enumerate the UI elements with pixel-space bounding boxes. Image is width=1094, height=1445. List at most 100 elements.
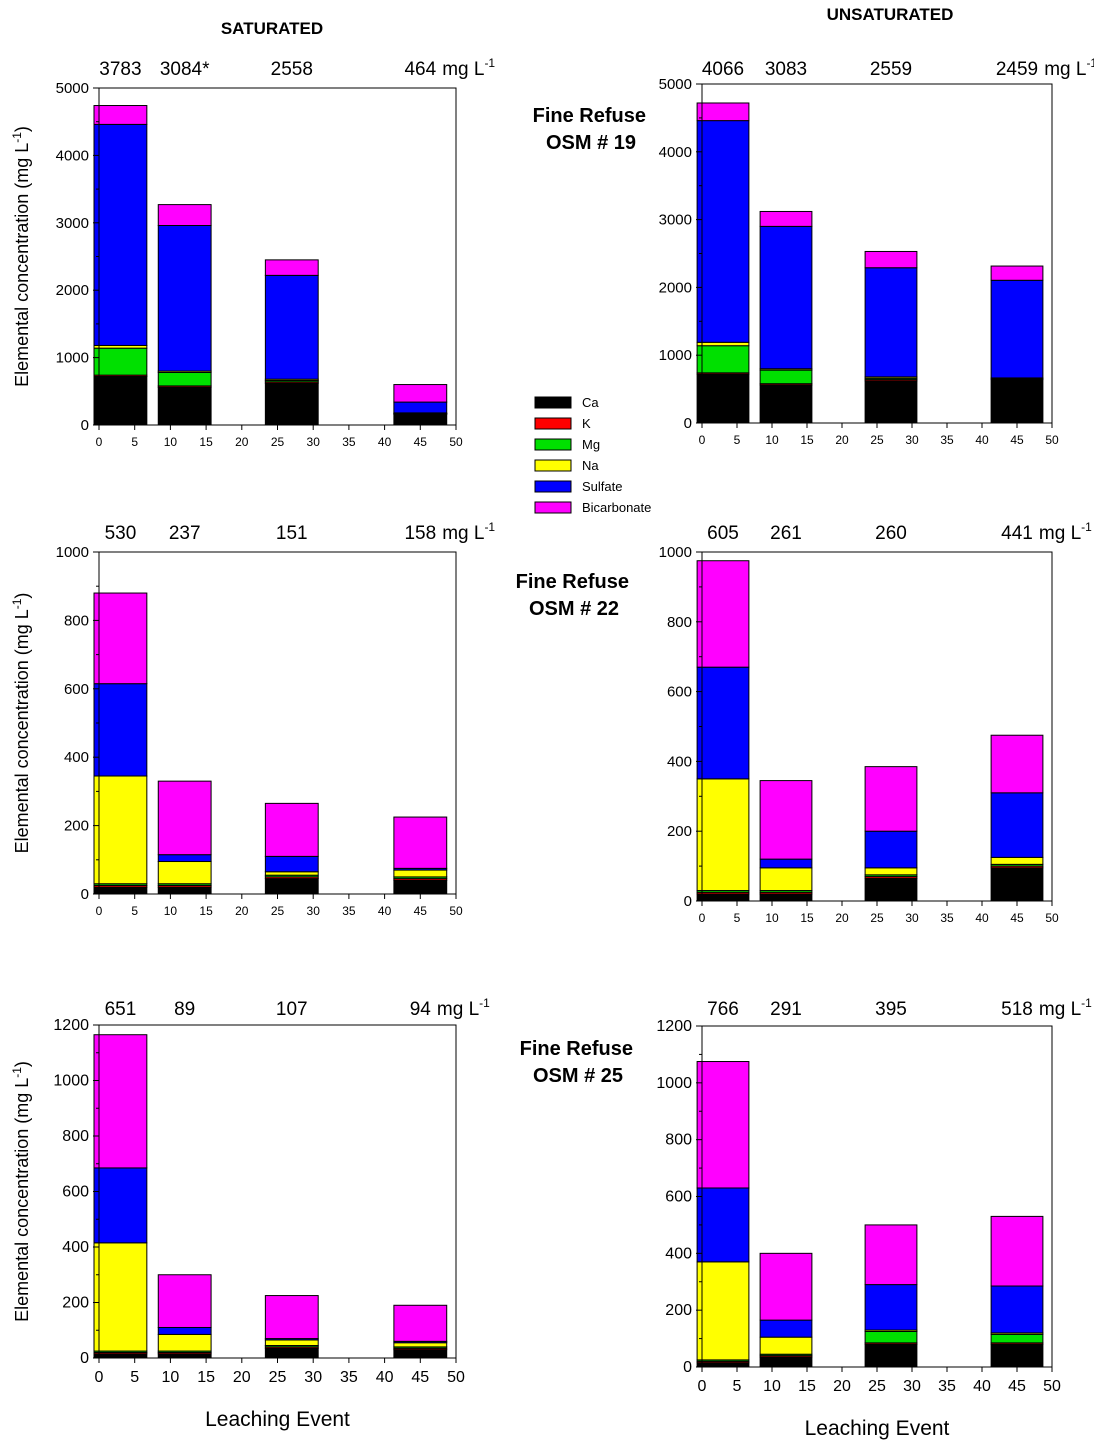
unit-superscript: -1: [484, 56, 495, 70]
bar-segment-na: [393, 869, 448, 878]
y-tick-label: 200: [64, 818, 89, 835]
x-tick-label: 30: [903, 1378, 921, 1395]
y-tick-label: 1000: [56, 544, 89, 561]
x-tick-label: 20: [833, 1378, 851, 1395]
bar-total-label: 518: [1001, 999, 1033, 1020]
bar-total-label: 260: [875, 523, 907, 544]
x-tick-label: 10: [765, 433, 779, 447]
bar-segment-na: [864, 867, 918, 876]
bar-total-label: 89: [174, 999, 195, 1020]
bar-segment-ca: [990, 1343, 1044, 1368]
chart-panel-saturated-osm25: 0 200 400 600 800 1000 1200 0 5 10 15 20 25 30 35 40 45 5…: [10, 996, 490, 1431]
bar-segment-sulfate: [990, 1285, 1044, 1334]
bar-segment-sulfate: [864, 830, 918, 869]
bar-segment-sulfate: [93, 123, 148, 346]
y-tick-label: 200: [62, 1295, 89, 1312]
bar-segment-na: [990, 856, 1044, 865]
y-axis-label: Elemental concentration (mg L-1): [10, 1061, 32, 1322]
y-tick-label: 600: [667, 684, 692, 701]
x-tick-label: 20: [233, 1369, 251, 1386]
bar-segment-bicarbonate: [864, 1224, 918, 1286]
heading-unsaturated: UNSATURATED: [827, 5, 954, 24]
bar-segment-na: [696, 341, 750, 347]
x-tick-label: 35: [938, 1378, 956, 1395]
x-tick-label: 0: [95, 1369, 104, 1386]
unit-label: mg L-1: [1039, 996, 1092, 1020]
y-axis-label-main: Elemental concentration (mg L: [12, 143, 32, 387]
x-tick-label: 45: [1008, 1378, 1026, 1395]
bar-segment-mg: [864, 1330, 918, 1344]
chart-panel-unsaturated-osm19: 0 1000 2000 3000 4000 5000 0 5 10 15 20 25 30 35 40 45 5…: [659, 56, 1094, 447]
y-tick-label: 800: [665, 1132, 692, 1149]
x-tick-label: 50: [449, 435, 463, 449]
legend-swatch-sulfate: [534, 480, 572, 493]
y-axis-label-sup: -1: [10, 132, 24, 143]
bar-total-label: 395: [875, 999, 907, 1020]
x-tick-label: 45: [414, 904, 428, 918]
x-tick-label: 30: [905, 911, 919, 925]
bar-segment-bicarbonate: [393, 816, 448, 869]
chart-panel-unsaturated-osm22: 0 200 400 600 800 1000 0 5 10 15 20 25 30 35 40 45 50 605…: [659, 520, 1093, 925]
x-axis-label: Leaching Event: [805, 1417, 950, 1440]
unit-superscript: -1: [479, 996, 490, 1010]
bar-segment-ca: [864, 380, 918, 424]
unit-label: mg L-1: [442, 520, 495, 544]
bar-segment-sulfate: [93, 1167, 148, 1244]
bar-segment-bicarbonate: [93, 105, 148, 125]
unit-superscript: -1: [1081, 520, 1092, 534]
x-tick-label: 20: [235, 904, 249, 918]
x-tick-label: 45: [1010, 911, 1024, 925]
bar-segment-sulfate: [157, 1326, 212, 1335]
x-tick-label: 5: [734, 911, 741, 925]
bar-segment-sulfate: [264, 855, 319, 873]
bar-segment-bicarbonate: [864, 766, 918, 832]
bar-segment-ca: [393, 413, 448, 426]
bar-segment-mg: [990, 1333, 1044, 1344]
y-axis-label-tail: ): [12, 593, 32, 599]
x-tick-label: 50: [449, 904, 463, 918]
y-axis-label: Elemental concentration (mg L-1): [10, 126, 32, 387]
bar-segment-na: [393, 1342, 448, 1348]
bar-segment-bicarbonate: [264, 259, 319, 276]
bar-segment-ca: [93, 375, 148, 426]
x-tick-label: 0: [698, 1378, 707, 1395]
y-axis-label-main: Elemental concentration (mg L: [12, 609, 32, 853]
y-tick-label: 0: [81, 417, 89, 434]
bar-segment-bicarbonate: [93, 592, 148, 685]
x-tick-label: 50: [447, 1369, 465, 1386]
x-tick-label: 0: [96, 904, 103, 918]
legend-swatch-bicarbonate: [534, 501, 572, 514]
bar-segment-sulfate: [93, 683, 148, 777]
x-tick-label: 10: [765, 911, 779, 925]
bar-segment-na: [696, 778, 750, 892]
legend-swatch-ca: [534, 396, 572, 409]
x-tick-label: 5: [131, 904, 138, 918]
y-tick-label: 1000: [53, 1073, 89, 1090]
y-tick-label: 0: [684, 893, 692, 910]
y-tick-label: 2000: [659, 279, 692, 296]
x-tick-label: 5: [734, 433, 741, 447]
bar-total-label: 4066: [702, 59, 744, 80]
bar-segment-mg: [157, 371, 212, 387]
x-tick-label: 15: [199, 435, 213, 449]
x-tick-label: 40: [378, 435, 392, 449]
bar-segment-ca: [264, 878, 319, 895]
bar-segment-na: [264, 1339, 319, 1347]
x-tick-label: 30: [307, 435, 321, 449]
bar-total-label: 605: [707, 523, 739, 544]
y-tick-label: 800: [62, 1128, 89, 1145]
y-tick-label: 0: [81, 886, 89, 903]
x-tick-label: 35: [940, 911, 954, 925]
y-tick-label: 1200: [53, 1017, 89, 1034]
bar-segment-bicarbonate: [696, 1061, 750, 1189]
bar-segment-sulfate: [864, 267, 918, 378]
x-tick-label: 45: [1010, 433, 1024, 447]
bar-segment-ca: [264, 382, 319, 426]
x-tick-label: 50: [1045, 433, 1059, 447]
unit-superscript: -1: [484, 520, 495, 534]
x-tick-label: 15: [800, 433, 814, 447]
bar-segment-ca: [696, 893, 750, 902]
bar-total-label: 464: [404, 59, 436, 80]
row-label-osm25-line2: OSM # 25: [533, 1065, 623, 1087]
